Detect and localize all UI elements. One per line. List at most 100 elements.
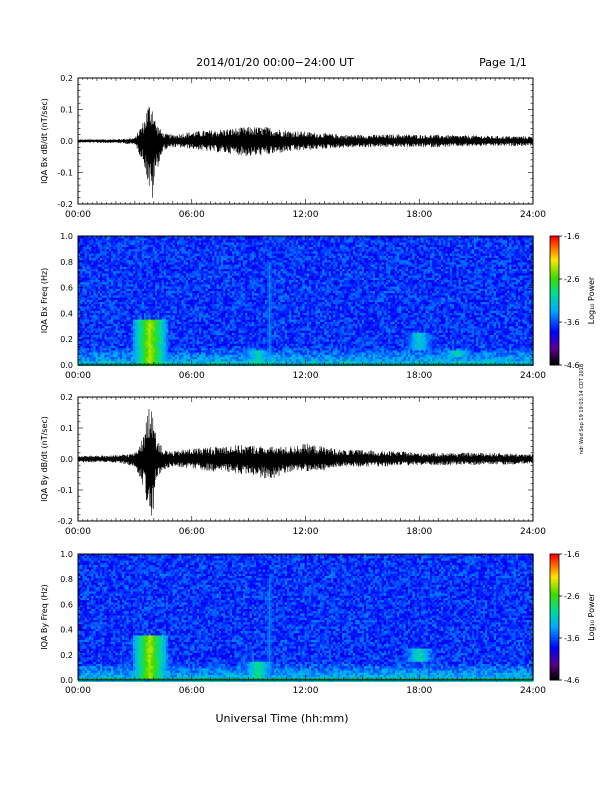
- heatmap-cell: [197, 300, 200, 303]
- heatmap-cell: [212, 348, 215, 351]
- heatmap-cell: [190, 320, 193, 323]
- heatmap-cell: [107, 357, 110, 360]
- heatmap-cell: [243, 326, 246, 329]
- heatmap-cell: [214, 353, 217, 356]
- heatmap-cell: [214, 339, 217, 342]
- heatmap-cell: [144, 295, 147, 298]
- heatmap-cell: [118, 333, 121, 336]
- heatmap-cell: [208, 258, 211, 261]
- heatmap-cell: [166, 278, 169, 281]
- heatmap-cell: [155, 344, 158, 347]
- heatmap-cell: [124, 322, 127, 325]
- heatmap-cell: [91, 326, 94, 329]
- heatmap-cell: [252, 353, 255, 356]
- heatmap-cell: [236, 313, 239, 316]
- heatmap-cell: [177, 353, 180, 356]
- heatmap-cell: [120, 304, 123, 307]
- heatmap-cell: [129, 359, 132, 362]
- heatmap-cell: [197, 280, 200, 283]
- heatmap-cell: [201, 247, 204, 250]
- heatmap-cell: [122, 247, 125, 250]
- heatmap-cell: [217, 267, 220, 270]
- heatmap-cell: [124, 300, 127, 303]
- heatmap-cell: [219, 300, 222, 303]
- heatmap-cell: [129, 295, 132, 298]
- heatmap-cell: [142, 342, 145, 345]
- heatmap-cell: [241, 337, 244, 340]
- heatmap-cell: [239, 289, 242, 292]
- heatmap-cell: [245, 298, 248, 301]
- heatmap-cell: [124, 357, 127, 360]
- heatmap-cell: [120, 348, 123, 351]
- heatmap-cell: [153, 249, 156, 252]
- heatmap-cell: [131, 328, 134, 331]
- heatmap-cell: [166, 238, 169, 241]
- heatmap-cell: [144, 311, 147, 314]
- heatmap-cell: [113, 300, 116, 303]
- heatmap-cell: [93, 315, 96, 318]
- heatmap-cell: [164, 302, 167, 305]
- heatmap-cell: [212, 278, 215, 281]
- heatmap-cell: [91, 339, 94, 342]
- heatmap-cell: [219, 240, 222, 243]
- heatmap-cell: [254, 249, 257, 252]
- heatmap-cell: [190, 284, 193, 287]
- heatmap-cell: [146, 282, 149, 285]
- heatmap-cell: [201, 333, 204, 336]
- heatmap-cell: [155, 311, 158, 314]
- heatmap-cell: [247, 271, 250, 274]
- heatmap-cell: [155, 337, 158, 340]
- heatmap-cell: [129, 355, 132, 358]
- heatmap-cell: [148, 293, 151, 296]
- heatmap-cell: [179, 328, 182, 331]
- heatmap-cell: [162, 238, 165, 241]
- heatmap-cell: [159, 331, 162, 334]
- heatmap-cell: [102, 322, 105, 325]
- heatmap-cell: [228, 344, 231, 347]
- heatmap-cell: [188, 315, 191, 318]
- heatmap-cell: [124, 346, 127, 349]
- heatmap-cell: [168, 258, 171, 261]
- heatmap-cell: [199, 254, 202, 257]
- heatmap-cell: [131, 309, 134, 312]
- heatmap-cell: [142, 260, 145, 263]
- heatmap-cell: [197, 293, 200, 296]
- heatmap-cell: [225, 328, 228, 331]
- heatmap-cell: [120, 273, 123, 276]
- heatmap-cell: [177, 320, 180, 323]
- heatmap-cell: [197, 333, 200, 336]
- heatmap-cell: [186, 309, 189, 312]
- heatmap-cell: [135, 291, 138, 294]
- heatmap-cell: [118, 291, 121, 294]
- heatmap-cell: [181, 276, 184, 279]
- heatmap-cell: [113, 326, 116, 329]
- heatmap-cell: [98, 260, 101, 263]
- heatmap-cell: [153, 298, 156, 301]
- heatmap-cell: [96, 355, 99, 358]
- heatmap-cell: [89, 331, 92, 334]
- heatmap-cell: [192, 300, 195, 303]
- heatmap-cell: [241, 324, 244, 327]
- heatmap-cell: [120, 353, 123, 356]
- heatmap-cell: [85, 258, 88, 261]
- heatmap-cell: [219, 273, 222, 276]
- heatmap-cell: [197, 353, 200, 356]
- heatmap-cell: [151, 265, 154, 268]
- heatmap-cell: [113, 333, 116, 336]
- heatmap-cell: [250, 337, 253, 340]
- heatmap-cell: [168, 267, 171, 270]
- heatmap-cell: [228, 359, 231, 362]
- heatmap-cell: [115, 269, 118, 272]
- heatmap-cell: [120, 287, 123, 290]
- heatmap-cell: [91, 258, 94, 261]
- heatmap-cell: [206, 276, 209, 279]
- heatmap-cell: [228, 287, 231, 290]
- heatmap-cell: [184, 243, 187, 246]
- heatmap-cell: [203, 287, 206, 290]
- heatmap-cell: [133, 313, 136, 316]
- heatmap-cell: [192, 337, 195, 340]
- heatmap-cell: [228, 337, 231, 340]
- heatmap-cell: [129, 300, 132, 303]
- heatmap-cell: [225, 320, 228, 323]
- heatmap-cell: [124, 251, 127, 254]
